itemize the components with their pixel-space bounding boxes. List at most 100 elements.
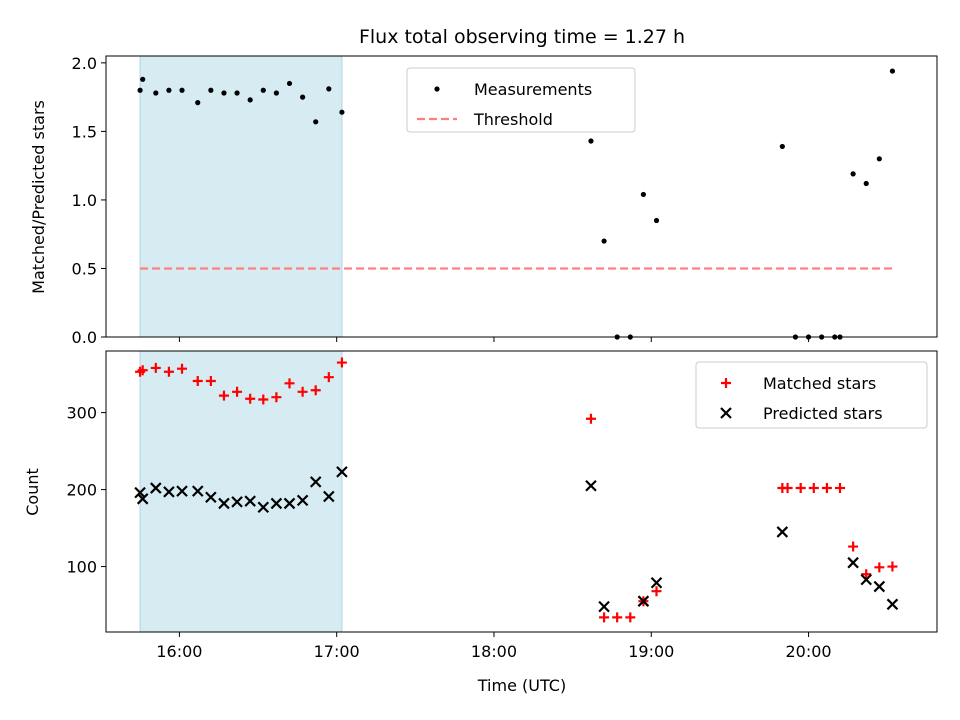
- data-point: [221, 90, 227, 96]
- data-point: [588, 138, 594, 144]
- data-point: [179, 87, 185, 93]
- data-point: [271, 392, 282, 403]
- data-point: [300, 94, 306, 100]
- data-point: [601, 238, 607, 244]
- top-ylabel: Matched/Predicted stars: [29, 100, 48, 294]
- data-point: [585, 479, 597, 492]
- data-point: [850, 171, 856, 177]
- data-point: [339, 109, 345, 115]
- data-point: [205, 491, 217, 504]
- data-point: [260, 87, 266, 93]
- axes-frame: [105, 350, 938, 633]
- data-point: [191, 485, 204, 497]
- data-point: [153, 90, 159, 96]
- data-point: [847, 556, 859, 569]
- x-tick-label: 17:00: [314, 642, 360, 661]
- data-point: [874, 562, 885, 573]
- data-point: [795, 483, 806, 494]
- chart-title: Flux total observing time = 1.27 h: [359, 26, 685, 48]
- data-point: [134, 486, 146, 499]
- data-point: [218, 390, 229, 401]
- data-point: [776, 526, 789, 538]
- y-tick-label: 0.5: [72, 259, 97, 278]
- data-point: [323, 372, 334, 383]
- data-point: [835, 483, 846, 494]
- data-point: [140, 76, 146, 82]
- data-point: [208, 87, 214, 93]
- axes-frame: [105, 55, 938, 338]
- data-point: [873, 580, 886, 593]
- data-point: [283, 497, 296, 510]
- legend: Measurements Threshold: [406, 67, 636, 133]
- data-point: [286, 80, 293, 87]
- data-point: [313, 119, 319, 125]
- data-point: [326, 86, 332, 92]
- data-point: [192, 376, 203, 387]
- data-point: [258, 394, 269, 405]
- bottom-xlabel: Time (UTC): [477, 676, 566, 695]
- data-point: [247, 97, 253, 103]
- data-point: [205, 376, 216, 387]
- data-point: [848, 541, 859, 552]
- data-point: [889, 68, 896, 74]
- data-point: [310, 385, 321, 396]
- data-point: [231, 496, 243, 508]
- y-tick-label: 200: [66, 481, 97, 500]
- data-point: [625, 612, 636, 623]
- y-tick-label: 100: [66, 558, 97, 577]
- data-point: [163, 366, 174, 377]
- y-tick-label: 2.0: [72, 54, 97, 73]
- data-point: [150, 482, 162, 494]
- data-point: [137, 365, 148, 376]
- data-point: [782, 483, 793, 494]
- legend-marker: [721, 378, 731, 388]
- data-point: [309, 476, 322, 488]
- legend-label: Threshold: [473, 110, 553, 129]
- data-point: [650, 576, 663, 589]
- data-point: [163, 486, 175, 498]
- data-point: [651, 586, 662, 597]
- legend-marker: [434, 86, 440, 92]
- data-point: [860, 573, 872, 586]
- data-point: [234, 90, 240, 96]
- x-tick-label: 18:00: [471, 642, 517, 661]
- legend-marker: [720, 407, 732, 419]
- x-tick-label: 19:00: [628, 642, 674, 661]
- data-point: [137, 87, 143, 93]
- data-point: [861, 569, 872, 580]
- data-point: [284, 378, 295, 389]
- y-tick-label: 300: [66, 404, 97, 423]
- data-point: [637, 595, 650, 607]
- y-tick-label: 1.0: [72, 191, 97, 210]
- data-point: [244, 495, 256, 507]
- y-tick-label: 1.5: [72, 122, 97, 141]
- data-point: [808, 483, 819, 494]
- legend-label: Measurements: [474, 80, 592, 99]
- data-point: [323, 490, 335, 503]
- legend-label: Predicted stars: [763, 404, 883, 423]
- data-point: [585, 413, 596, 424]
- data-point: [273, 90, 279, 96]
- data-point: [136, 493, 149, 505]
- data-point: [821, 483, 832, 494]
- x-tick-label: 20:00: [785, 642, 831, 661]
- data-point: [176, 485, 188, 497]
- data-point: [653, 217, 660, 224]
- data-point: [177, 363, 188, 374]
- data-point: [599, 612, 610, 623]
- data-point: [336, 357, 347, 368]
- data-point: [863, 180, 869, 187]
- data-point: [296, 494, 309, 507]
- data-point: [150, 362, 161, 373]
- data-point: [245, 393, 256, 404]
- data-point: [886, 598, 899, 611]
- data-point: [270, 497, 283, 510]
- bottom-panel: 100 200 300 16:00 17:00 18:00 19:00 20:00 Matche…: [66, 350, 938, 661]
- data-point: [887, 561, 898, 572]
- x-tick-label: 16:00: [156, 642, 202, 661]
- y-tick-label: 0.0: [72, 328, 97, 347]
- legend-box: [695, 361, 928, 429]
- legend-label: Matched stars: [763, 374, 876, 393]
- data-point: [876, 156, 882, 162]
